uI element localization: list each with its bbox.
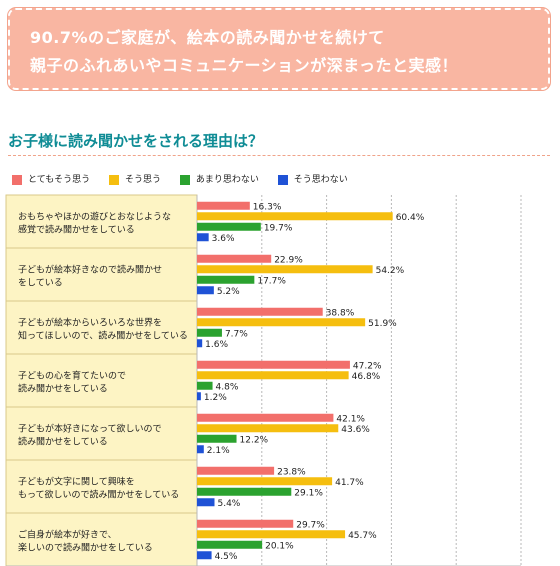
- data-label: 16.3%: [253, 202, 282, 212]
- category-label: 子どもが絵本好きなので読み聞かせ: [18, 264, 162, 276]
- headline-banner: 90.7%のご家庭が、絵本の読み聞かせを続けて 親子のふれあいやコミュニケーショ…: [8, 8, 550, 90]
- category-label: をしている: [18, 278, 63, 289]
- data-label: 5.2%: [217, 287, 240, 297]
- legend-swatch: [108, 174, 119, 185]
- bar: [197, 275, 255, 284]
- bar: [197, 466, 275, 475]
- data-label: 19.7%: [264, 223, 293, 233]
- category-label-panel: [5, 194, 198, 566]
- bar: [197, 487, 292, 496]
- data-label: 12.2%: [240, 435, 269, 445]
- section-divider: [8, 155, 550, 156]
- data-label: 20.1%: [265, 541, 294, 551]
- data-label: 29.1%: [294, 488, 323, 498]
- legend-label: そう思わない: [293, 175, 348, 185]
- bar: [197, 445, 204, 454]
- data-label: 4.8%: [216, 382, 239, 392]
- data-label: 45.7%: [348, 531, 377, 541]
- category-label: 読み聞かせをしている: [18, 383, 108, 395]
- category-label: 知ってほしいので、読み聞かせをしている: [18, 330, 188, 342]
- data-label: 51.9%: [368, 319, 397, 329]
- data-label: 42.1%: [336, 414, 365, 424]
- category-label: ご自身が絵本が好きで、: [18, 529, 117, 541]
- bar: [197, 318, 366, 327]
- category-label: 子どもの心を育てたいので: [18, 370, 126, 382]
- bar: [197, 392, 201, 401]
- bar: [197, 201, 250, 210]
- section-question-title: お子様に読み聞かせをされる理由は？: [8, 132, 264, 150]
- legend-item-disagree: そう思わない: [277, 172, 348, 185]
- data-label: 23.8%: [277, 467, 306, 477]
- bar: [197, 371, 349, 380]
- data-label: 22.9%: [274, 255, 303, 265]
- headline-line-1: 90.7%のご家庭が、絵本の読み聞かせを続けて: [30, 28, 385, 47]
- bar: [197, 551, 212, 560]
- bar: [197, 424, 339, 433]
- legend-label: あまり思わない: [195, 175, 259, 185]
- legend-label: とてもそう思う: [28, 175, 91, 185]
- category-label: 子どもが本好きになって欲しいので: [18, 423, 162, 435]
- category-label: 読み聞かせをしている: [18, 436, 108, 448]
- bar: [197, 286, 214, 295]
- category-label: 子どもが文字に関して興味を: [18, 476, 135, 488]
- bar: [197, 530, 346, 539]
- data-label: 1.2%: [204, 393, 227, 403]
- category-label: 感覚で読み聞かせをしている: [18, 224, 135, 236]
- bar: [197, 265, 373, 274]
- bar: [197, 360, 350, 369]
- legend-swatch: [277, 174, 288, 185]
- bar: [197, 254, 272, 263]
- data-label: 17.7%: [257, 276, 286, 286]
- data-label: 29.7%: [296, 520, 325, 530]
- data-label: 38.8%: [326, 308, 355, 318]
- data-label: 3.6%: [212, 234, 235, 244]
- bar: [197, 328, 222, 337]
- bar: [197, 434, 237, 443]
- bar: [197, 381, 213, 390]
- category-label: 子どもが絵本からいろいろな世界を: [18, 317, 162, 329]
- category-label: もって欲しいので読み聞かせをしている: [18, 489, 179, 501]
- bar: [197, 477, 333, 486]
- bar: [197, 339, 203, 348]
- data-label: 1.6%: [205, 340, 228, 350]
- bar: [197, 212, 393, 221]
- bar: [197, 540, 263, 549]
- data-label: 54.2%: [376, 266, 405, 276]
- bar: [197, 233, 209, 242]
- legend-swatch: [179, 174, 190, 185]
- data-label: 7.7%: [225, 329, 248, 339]
- headline-line-2: 親子のふれあいやコミュニケーションが深まったと実感！: [30, 56, 459, 75]
- category-label: 楽しいので読み聞かせをしている: [18, 542, 153, 554]
- category-label: おもちゃやほかの遊びとおなじような: [18, 211, 171, 223]
- data-label: 2.1%: [207, 446, 230, 456]
- chart-legend: とてもそう思う そう思う あまり思わない そう思わない: [12, 172, 364, 186]
- bar: [197, 307, 323, 316]
- legend-item-somewhat-disagree: あまり思わない: [179, 172, 259, 185]
- data-label: 41.7%: [335, 478, 364, 488]
- legend-swatch: [12, 174, 22, 185]
- bar: [197, 519, 294, 528]
- data-label: 46.8%: [352, 372, 381, 382]
- data-label: 47.2%: [353, 361, 382, 371]
- data-label: 5.4%: [217, 499, 240, 509]
- data-label: 4.5%: [215, 552, 238, 562]
- legend-item-agree: そう思う: [108, 172, 161, 185]
- bar: [197, 222, 261, 231]
- legend-label: そう思う: [124, 175, 161, 185]
- bar: [197, 413, 334, 422]
- data-label: 43.6%: [341, 425, 370, 435]
- legend-item-strongly-agree: とてもそう思う: [12, 172, 90, 185]
- bar: [197, 498, 215, 507]
- data-label: 60.4%: [396, 213, 425, 223]
